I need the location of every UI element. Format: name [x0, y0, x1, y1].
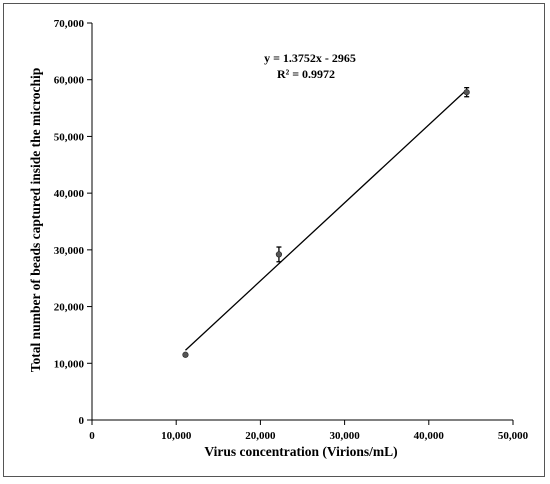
- y-axis-title: Total number of beads captured inside th…: [28, 68, 43, 372]
- labels: 0 10,000 20,000 30,000 40,000 50,000 60,000 70,…: [54, 18, 529, 442]
- y-tick-label: 0: [79, 415, 85, 427]
- x-axis-title: Virus concentration (Virions/mL): [204, 444, 397, 459]
- x-tick-label: 30,000: [329, 430, 360, 442]
- data-point: [275, 251, 283, 258]
- data-point: [182, 351, 189, 358]
- marks: [182, 87, 470, 358]
- y-tick-label: 30,000: [54, 245, 85, 257]
- y-tick-label: 20,000: [54, 302, 85, 314]
- x-tick-label: 0: [89, 430, 95, 442]
- trendline: [185, 89, 468, 351]
- chart-frame: [3, 3, 545, 477]
- trendline-equation: y = 1.3752x - 2965: [264, 51, 356, 65]
- r-squared-label: R² = 0.9972: [277, 67, 335, 81]
- x-tick-label: 40,000: [414, 430, 445, 442]
- data-point: [463, 89, 470, 96]
- x-tick-label: 50,000: [498, 430, 529, 442]
- axes: [87, 22, 514, 425]
- x-tick-label: 10,000: [161, 430, 192, 442]
- y-tick-label: 10,000: [54, 358, 85, 370]
- x-tick-label: 20,000: [245, 430, 276, 442]
- y-tick-label: 60,000: [54, 75, 85, 87]
- y-tick-label: 70,000: [54, 18, 85, 30]
- y-tick-label: 50,000: [54, 131, 85, 143]
- y-tick-label: 40,000: [54, 188, 85, 200]
